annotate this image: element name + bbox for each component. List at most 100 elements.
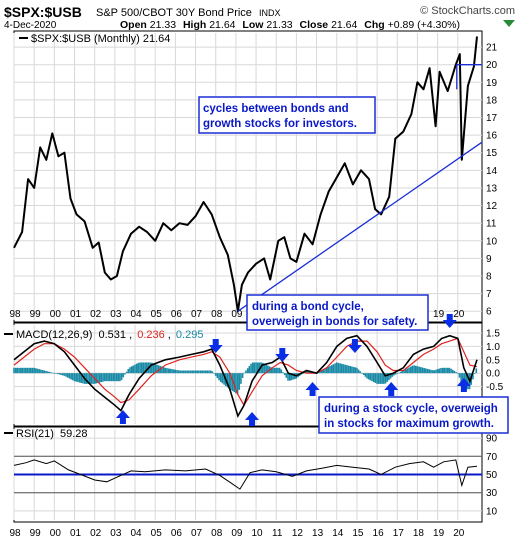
- open-label: Open: [120, 19, 147, 31]
- macd-histogram-bar: [216, 373, 219, 379]
- close-value: 21.64: [331, 19, 357, 31]
- macd-histogram-bar: [132, 365, 135, 374]
- macd-histogram-bar: [208, 370, 210, 374]
- macd-histogram-bar: [267, 365, 269, 374]
- macd-histogram-bar: [361, 373, 363, 374]
- macd-histogram-bar: [320, 370, 323, 374]
- macd-histogram-bar: [46, 371, 49, 374]
- macd-histogram-bar: [14, 367, 17, 374]
- chart-description-name: S&P 500/CBOT 30Y Bond Price: [96, 7, 252, 19]
- rsi-y-tick-label: 90: [486, 434, 498, 445]
- price-x-tick-label: 98: [9, 309, 21, 320]
- macd-histogram-bar: [38, 369, 41, 374]
- rsi-legend: RSI(21) 59.28: [16, 428, 88, 440]
- macd-histogram-bar: [408, 367, 410, 374]
- macd-histogram-bar: [80, 373, 83, 383]
- macd-histogram-bar: [381, 373, 383, 384]
- macd-histogram-bar: [367, 373, 370, 380]
- macd-histogram-bar: [282, 372, 284, 374]
- macd-histogram-bar: [172, 369, 175, 374]
- macd-histogram-bar: [107, 373, 109, 382]
- macd-histogram-bar: [423, 367, 425, 374]
- svg-text:cycles between bonds and: cycles between bonds and growth stocks f…: [203, 103, 357, 130]
- price-x-tick-label: 08: [211, 309, 223, 320]
- macd-histogram-bar: [28, 367, 30, 374]
- macd-histogram-bar: [156, 364, 158, 374]
- macd-histogram-bar: [53, 373, 56, 374]
- macd-histogram-bar: [251, 362, 254, 374]
- price-y-tick-label: 11: [486, 219, 497, 230]
- macd-histogram-bar: [13, 367, 15, 374]
- macd-histogram-bar: [456, 373, 459, 374]
- macd-histogram-bar: [204, 370, 207, 374]
- macd-histogram-bar: [109, 373, 111, 382]
- macd-histogram-bar: [377, 373, 380, 384]
- chg-value: +0.89 (+4.30%): [388, 19, 460, 31]
- macd-histogram-bar: [98, 373, 101, 383]
- x-tick-label: 01: [70, 528, 82, 539]
- macd-histogram-bar: [23, 367, 25, 374]
- macd-histogram-bar: [263, 363, 266, 374]
- macd-histogram-bar: [36, 368, 39, 374]
- macd-histogram-bar: [413, 365, 415, 374]
- macd-histogram-bar: [146, 362, 148, 374]
- macd-histogram-bar: [63, 373, 66, 376]
- x-tick-label: 11: [272, 528, 283, 539]
- cycle-arrow-down-icon: [275, 348, 290, 362]
- macd-legend-comma-1: ,: [129, 329, 132, 341]
- macd-histogram-bar: [329, 366, 331, 374]
- macd-histogram-bar: [41, 370, 44, 374]
- macd-histogram-bar: [261, 362, 264, 374]
- macd-histogram-bar: [283, 373, 286, 376]
- macd-histogram-bar: [122, 373, 125, 378]
- macd-histogram-bar: [248, 366, 251, 374]
- annotation-bond-line-2: overweigh in bonds for safety.: [252, 316, 417, 328]
- macd-histogram-bar: [288, 373, 291, 381]
- macd-histogram-bar: [243, 372, 246, 374]
- x-tick-label: 03: [110, 528, 122, 539]
- open-value: 21.33: [150, 19, 176, 31]
- macd-histogram-bar: [275, 367, 278, 374]
- cycle-arrow-up-icon: [305, 382, 320, 396]
- cycle-arrow-down-icon: [208, 339, 223, 353]
- macd-histogram-bar: [409, 366, 412, 374]
- x-tick-label: 14: [332, 528, 344, 539]
- macd-histogram-bar: [115, 373, 118, 382]
- macd-histogram-bar: [72, 373, 74, 381]
- macd-histogram-bar: [174, 369, 177, 374]
- macd-line: [13, 334, 478, 419]
- macd-histogram-bar: [325, 367, 328, 374]
- macd-histogram-bar: [319, 371, 321, 374]
- macd-histogram-bar: [169, 368, 172, 374]
- macd-histogram-bar: [404, 369, 407, 374]
- macd-histogram-bar: [458, 373, 461, 378]
- x-tick-label: 99: [30, 528, 42, 539]
- macd-signal-line: [13, 337, 478, 407]
- x-tick-label: 09: [231, 528, 243, 539]
- macd-histogram-bar: [124, 373, 126, 375]
- macd-histogram-bar: [426, 368, 429, 374]
- rsi-y-tick-label: 50: [486, 470, 498, 481]
- price-y-tick-label: 14: [486, 166, 498, 177]
- macd-histogram-bar: [30, 367, 32, 374]
- macd-histogram-bar: [45, 370, 47, 374]
- chart-symbol: $SPX:$USB: [4, 4, 82, 20]
- macd-histogram-bar: [241, 373, 244, 378]
- macd-histogram-bar: [90, 373, 93, 384]
- x-tick-label: 08: [211, 528, 223, 539]
- macd-histogram-bar: [68, 373, 71, 379]
- macd-histogram-bar: [425, 368, 427, 374]
- macd-histogram-bar: [446, 367, 449, 374]
- cycle-arrow-up-icon: [384, 382, 399, 396]
- macd-histogram-bar: [352, 366, 355, 374]
- macd-histogram-bar: [188, 370, 190, 374]
- macd-y-tick-label: 1.0: [486, 342, 500, 353]
- macd-histogram-bar: [127, 368, 130, 374]
- macd-histogram-bar: [388, 373, 390, 381]
- chart-menu-icon[interactable]: [503, 20, 515, 27]
- macd-histogram-bar: [186, 370, 188, 374]
- macd-histogram-bar: [61, 373, 64, 376]
- macd-y-tick-label: 1.5: [486, 329, 500, 340]
- rsi-line: [13, 459, 478, 490]
- macd-histogram-bar: [16, 367, 19, 374]
